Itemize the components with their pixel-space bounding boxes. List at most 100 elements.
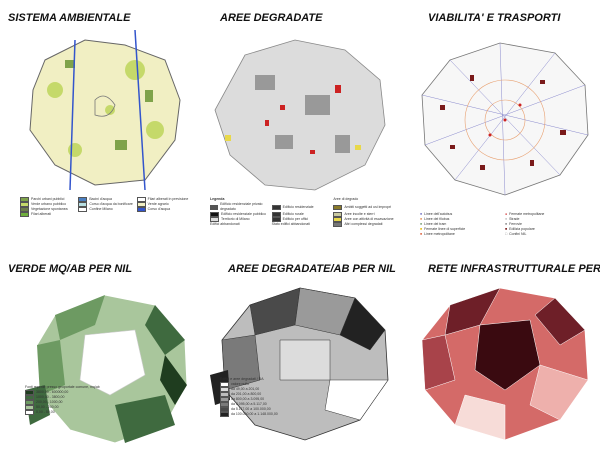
legend-label: valore nullo (231, 382, 249, 386)
panel-title: VERDE MQ/AB PER NIL (8, 263, 133, 275)
legend-label: Edificio rurale (282, 212, 304, 216)
legend-item: ■ Ferrovie (505, 222, 522, 226)
legend-label: Edificio residenziale pubblico (221, 212, 266, 216)
legend-item: ● Fermate metropolitane (505, 212, 545, 216)
transport-map (421, 42, 589, 196)
legend-item: valore nullo (220, 382, 310, 387)
legend-item: Corso d'acqua (136, 207, 195, 212)
panel-rete-infrastrutturale: RETE INFRASTRUTTURALE PER NIL (400, 225, 600, 450)
panel-title: AREE DEGRADATE/AB PER NIL (228, 263, 396, 275)
legend-item: ■ Edilizia popolare (505, 227, 535, 231)
legend-label: Edilizia popolare (509, 227, 535, 231)
legend-item: Aree con attività di escavazione (333, 217, 395, 222)
legend-label: Parchi urbani pubblici (31, 197, 65, 201)
legend-item: Verde agrario (136, 202, 195, 207)
green-per-nil-map (25, 294, 188, 444)
legend-item: Edificio residenziale (271, 202, 334, 212)
legend-item: Edificio rurale (271, 212, 334, 217)
panel-aree-degradate: AREE DEGRADATE Legenda Aree di degrado Ed… (200, 0, 400, 227)
legend-label: da 3.095,00 a 5.117,00 (231, 402, 267, 406)
legend: Edifici e aree degradati / DA valore nul… (220, 377, 310, 417)
legend-item: Corso d'acqua da bonificare (78, 202, 136, 207)
legend: Legenda Aree di degrado Edificio residenz… (210, 197, 395, 227)
legend-item: ■ Linee del filobus (420, 217, 450, 221)
legend-item: ■ Linee del tram (420, 222, 447, 226)
legend-label: Confini NIL (509, 232, 527, 236)
legend-label: Verde urbano pubblico (31, 202, 67, 206)
legend-label: Fermate metropolitane (509, 212, 545, 216)
panel-title: AREE DEGRADATE (220, 12, 323, 24)
legend-item: Filari alberati (20, 212, 78, 217)
legend: ■ Linee dell'autobus ■ Linee del filobus ■… (420, 212, 590, 237)
legend-label: da 800,00 a 3.095,00 (231, 397, 265, 401)
legend: Fonti reperite presso geoportale comune,… (25, 385, 100, 415)
legend-item: Bacini d'acqua (78, 197, 136, 202)
degraded-areas-map (214, 39, 386, 191)
legend-label: Edificio residenziale privato degradato (220, 202, 263, 211)
legend-label: Ferrovie (509, 222, 522, 226)
legend-label: da 5.117,00 a 100.000,00 (231, 407, 271, 411)
legend-label: 200,00 - 1000,00 (36, 400, 63, 404)
legend-heading: Legenda (210, 197, 225, 201)
legend-item: 3800,00 - 600000,00 (25, 390, 100, 395)
legend-label: Territorio di Milano (221, 217, 250, 221)
legend-label: Linee del tram (424, 222, 447, 226)
panel-verde-nil: VERDE MQ/AB PER NIL Fonti reperite press… (0, 225, 200, 450)
legend-label: da 100.000,00 a 1.148.000,00 (231, 412, 278, 416)
legend-label: 0,00 - 50,00 (36, 410, 55, 414)
legend-label: Edificio residenziale (282, 204, 314, 209)
panel-aree-degradate-nil: AREE DEGRADATE/AB PER NIL Edifici e aree… (200, 225, 400, 450)
panel-sistema-ambientale: SISTEMA AMBIENTALE Parchi urbani pubblic… (0, 0, 200, 225)
panel-title: VIABILITA' E TRASPORTI (428, 12, 561, 24)
legend-item: Edificio per uffici (271, 217, 334, 222)
legend-item: Territorio di Milano (210, 217, 272, 222)
legend-item: Altri complessi degradati (333, 222, 395, 227)
legend-item: ■ Linee metropolitane (420, 232, 455, 236)
legend-label: Linee dell'autobus (424, 212, 453, 216)
legend-item: Confine Milano (78, 207, 136, 212)
legend-item: Ambiti soggetti ad usi impropri (333, 202, 395, 212)
legend-item: da 201,00 a 800,00 (220, 392, 310, 397)
legend-item: ■ Strade (505, 217, 520, 221)
legend-label: Aree con attività di escavazione (344, 217, 394, 221)
legend-item: 1000,00 - 3800,00 (25, 395, 100, 400)
panel-title: RETE INFRASTRUTTURALE PER NIL (428, 263, 600, 275)
legend-label: Vegetazione spontanea (31, 207, 68, 211)
legend-item: ■ Linee dell'autobus (420, 212, 453, 216)
legend-label: Linee del filobus (424, 217, 450, 221)
legend-label: Edifici abbandonati (210, 222, 240, 226)
environment-map (29, 30, 181, 190)
legend-label: Strade (509, 217, 520, 221)
legend-label: Filari alberati (31, 212, 52, 216)
legend-item: Parchi urbani pubblici (20, 197, 78, 202)
legend-label: Corso d'acqua da bonificare (89, 202, 133, 206)
legend-label: Stato edifici abbandonati (271, 222, 310, 226)
legend: Parchi urbani pubblici Bacini d'acqua Fi… (20, 197, 195, 217)
legend-item: 0,00 - 50,00 (25, 410, 100, 415)
legend-label: 3800,00 - 600000,00 (36, 390, 69, 394)
infrastructure-per-nil-map (421, 287, 589, 441)
legend-item: 200,00 - 1000,00 (25, 400, 100, 405)
legend-item: Verde urbano pubblico (20, 202, 78, 207)
legend-label: Ambiti soggetti ad usi impropri (344, 204, 392, 209)
legend-item: da 3.095,00 a 5.117,00 (220, 402, 310, 407)
legend-label: Linee metropolitane (424, 232, 455, 236)
legend-label: Altri complessi degradati (344, 222, 383, 226)
legend-item: Aree incolte e sterri (333, 212, 395, 217)
legend-label: Confine Milano (89, 207, 113, 211)
legend-label: Bacini d'acqua (89, 197, 112, 201)
legend-item: da 800,00 a 3.095,00 (220, 397, 310, 402)
legend-label: 1000,00 - 3800,00 (36, 395, 65, 399)
legend-heading: Edifici e aree degradati / DA (220, 377, 264, 381)
legend-label: Corso d'acqua (147, 207, 171, 211)
legend-item: da 5.117,00 a 100.000,00 (220, 407, 310, 412)
legend-item: Edificio residenziale privato degradato (210, 202, 272, 212)
legend-label: da 49,00 a 201,00 (231, 387, 260, 391)
legend-item: □ Confini NIL (505, 232, 527, 236)
legend-label: Aree incolte e sterri (344, 212, 375, 216)
panel-title: SISTEMA AMBIENTALE (8, 12, 131, 24)
legend-item: Edificio residenziale pubblico (210, 212, 272, 217)
legend-label: Aree di degrado (333, 197, 359, 201)
legend-item: Filari alberati in previsione (136, 197, 195, 202)
legend-item: da 100.000,00 a 1.148.000,00 (220, 412, 310, 417)
